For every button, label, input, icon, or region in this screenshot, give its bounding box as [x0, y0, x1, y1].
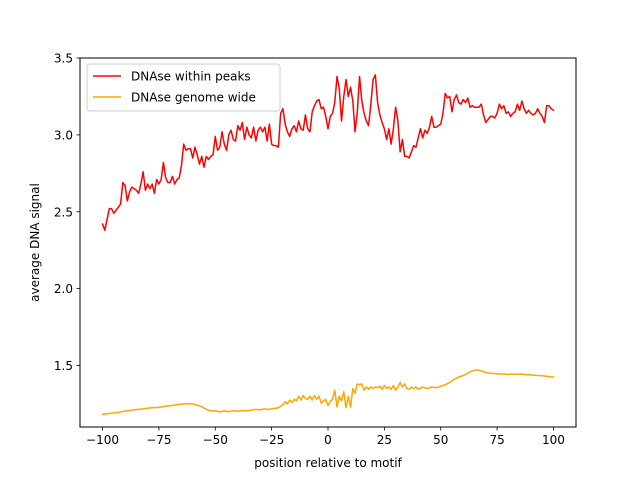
x-tick-label: 75 — [489, 433, 504, 447]
legend: DNAse within peaks DNAse genome wide — [86, 63, 281, 112]
y-tick-label: 3.0 — [54, 128, 73, 142]
y-tick-label: 1.5 — [54, 359, 73, 373]
x-axis-ticks: −100 −75 −50 −25 0 25 50 75 100 — [86, 427, 565, 447]
series-layer — [101, 74, 555, 416]
x-tick-label: −25 — [259, 433, 284, 447]
y-tick-label: 2.5 — [54, 205, 73, 219]
legend-label-genome-wide: DNAse genome wide — [131, 91, 256, 105]
x-tick-label: 0 — [324, 433, 332, 447]
x-tick-label: −75 — [146, 433, 171, 447]
y-tick-label: 3.5 — [54, 52, 73, 66]
x-tick-label: 50 — [433, 433, 448, 447]
x-tick-label: 25 — [377, 433, 392, 447]
series-line-within-peaks — [101, 74, 555, 231]
series-line-genome-wide — [101, 369, 555, 416]
legend-label-within-peaks: DNAse within peaks — [131, 70, 251, 84]
y-axis-label: average DNA signal — [28, 183, 42, 302]
x-tick-label: −50 — [203, 433, 228, 447]
x-axis-label: position relative to motif — [254, 456, 402, 470]
x-tick-label: 100 — [542, 433, 565, 447]
legend-box — [86, 63, 281, 112]
y-tick-label: 2.0 — [54, 282, 73, 296]
y-axis-ticks: 1.5 2.0 2.5 3.0 3.5 — [54, 52, 80, 373]
x-tick-label: −100 — [86, 433, 119, 447]
